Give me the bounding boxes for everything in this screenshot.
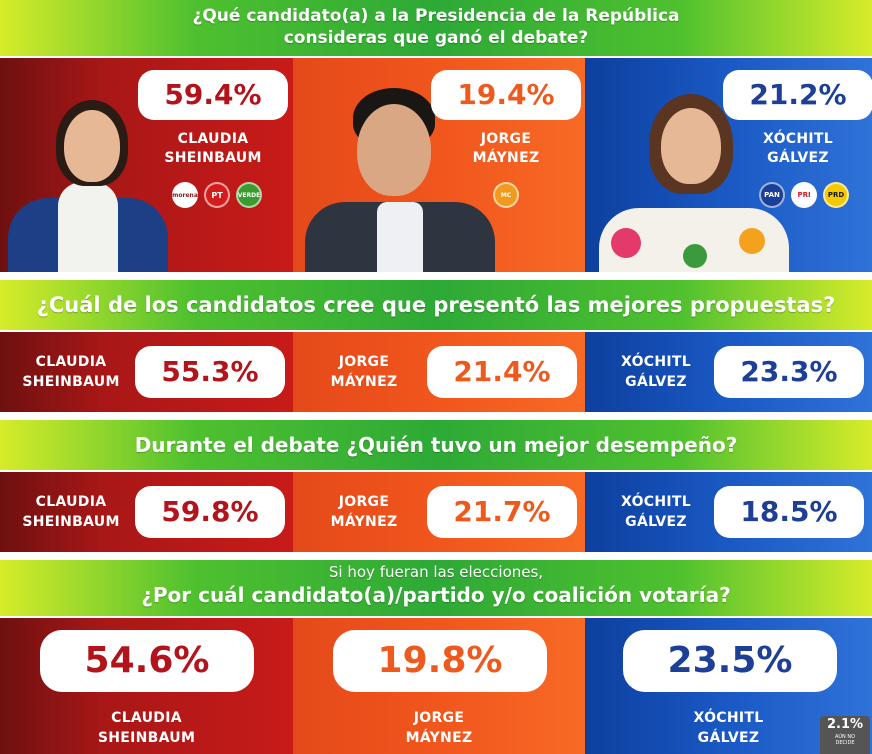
maynez-column-1: 19.4% JORGE MÁYNEZ MC (293, 58, 585, 272)
mc-logo-icon: MC (493, 182, 519, 208)
q2-galvez-name: XÓCHITL GÁLVEZ (621, 354, 691, 390)
undecided-badge: 2.1% AÚN NO DECIDE (820, 716, 870, 754)
sheinbaum-column-1: 59.4% CLAUDIA SHEINBAUM morena PT VERDE (0, 58, 293, 272)
prd-logo-icon: PRD (823, 182, 849, 208)
q1-galvez-name: XÓCHITL GÁLVEZ (763, 131, 833, 166)
sheinbaum-photo (8, 72, 168, 272)
results-band-3: CLAUDIA SHEINBAUM 59.8% JORGE MÁYNEZ 21.… (0, 472, 872, 552)
results-band-1: 59.4% CLAUDIA SHEINBAUM morena PT VERDE … (0, 58, 872, 272)
results-band-4: 54.6% CLAUDIA SHEINBAUM 19.8% JORGE MÁYN… (0, 618, 872, 754)
q4-sheinbaum-value: 54.6% (40, 630, 254, 692)
q3-galvez-value: 18.5% (714, 486, 864, 538)
q1-sheinbaum-name: CLAUDIA SHEINBAUM (164, 131, 262, 166)
q4-maynez-name: JORGE MÁYNEZ (405, 710, 473, 746)
question-1-line-2: consideras que ganó el debate? (283, 28, 589, 48)
sheinbaum-column-3: CLAUDIA SHEINBAUM 59.8% (0, 472, 293, 552)
galvez-column-2: XÓCHITL GÁLVEZ 23.3% (585, 332, 872, 412)
q3-maynez-name: JORGE MÁYNEZ (330, 494, 398, 530)
q3-maynez-value: 21.7% (427, 486, 577, 538)
q2-galvez-value: 23.3% (714, 346, 864, 398)
question-1-line-1: ¿Qué candidato(a) a la Presidencia de la… (192, 6, 680, 26)
galvez-photo (599, 92, 789, 272)
q4-galvez-value: 23.5% (623, 630, 837, 692)
q2-sheinbaum-value: 55.3% (135, 346, 285, 398)
galvez-column-1: 21.2% XÓCHITL GÁLVEZ PAN PRI PRD (585, 58, 872, 272)
q3-galvez-name: XÓCHITL GÁLVEZ (621, 494, 691, 530)
undecided-label-2: DECIDE (835, 740, 855, 746)
q4-maynez-value: 19.8% (333, 630, 547, 692)
verde-logo-icon: VERDE (236, 182, 262, 208)
question-4-pre: Si hoy fueran las elecciones, (328, 563, 544, 581)
sheinbaum-party-logos: morena PT VERDE (172, 182, 262, 208)
pan-logo-icon: PAN (759, 182, 785, 208)
q2-sheinbaum-name: CLAUDIA SHEINBAUM (22, 354, 120, 390)
sheinbaum-column-4: 54.6% CLAUDIA SHEINBAUM (0, 618, 293, 754)
q4-galvez-name: XÓCHITL GÁLVEZ (693, 710, 764, 746)
morena-logo-icon: morena (172, 182, 198, 208)
q3-sheinbaum-name: CLAUDIA SHEINBAUM (22, 494, 120, 530)
question-1-header: ¿Qué candidato(a) a la Presidencia de la… (0, 0, 872, 56)
results-band-2: CLAUDIA SHEINBAUM 55.3% JORGE MÁYNEZ 21.… (0, 332, 872, 412)
q1-sheinbaum-value: 59.4% (138, 70, 288, 120)
q3-sheinbaum-value: 59.8% (135, 486, 285, 538)
pri-logo-icon: PRI (791, 182, 817, 208)
question-4-main: ¿Por cuál candidato(a)/partido y/o coali… (141, 583, 731, 607)
q2-maynez-name: JORGE MÁYNEZ (330, 354, 398, 390)
q1-galvez-value: 21.2% (723, 70, 872, 120)
sheinbaum-column-2: CLAUDIA SHEINBAUM 55.3% (0, 332, 293, 412)
maynez-photo (305, 82, 495, 272)
undecided-value: 2.1% (826, 717, 864, 732)
question-3-header: Durante el debate ¿Quién tuvo un mejor d… (0, 420, 872, 470)
maynez-column-3: JORGE MÁYNEZ 21.7% (293, 472, 585, 552)
maynez-column-4: 19.8% JORGE MÁYNEZ (293, 618, 585, 754)
q1-maynez-name: JORGE MÁYNEZ (472, 131, 540, 166)
question-4-header: Si hoy fueran las elecciones, ¿Por cuál … (0, 560, 872, 616)
galvez-column-4: 23.5% XÓCHITL GÁLVEZ 2.1% AÚN NO DECIDE (585, 618, 872, 754)
maynez-column-2: JORGE MÁYNEZ 21.4% (293, 332, 585, 412)
undecided-label-1: AÚN NO (834, 734, 856, 740)
galvez-party-logos: PAN PRI PRD (759, 182, 849, 208)
q4-sheinbaum-name: CLAUDIA SHEINBAUM (97, 710, 196, 746)
maynez-party-logos: MC (493, 182, 519, 208)
pt-logo-icon: PT (204, 182, 230, 208)
question-2-header: ¿Cuál de los candidatos cree que present… (0, 280, 872, 330)
galvez-column-3: XÓCHITL GÁLVEZ 18.5% (585, 472, 872, 552)
q2-maynez-value: 21.4% (427, 346, 577, 398)
q1-maynez-value: 19.4% (431, 70, 581, 120)
